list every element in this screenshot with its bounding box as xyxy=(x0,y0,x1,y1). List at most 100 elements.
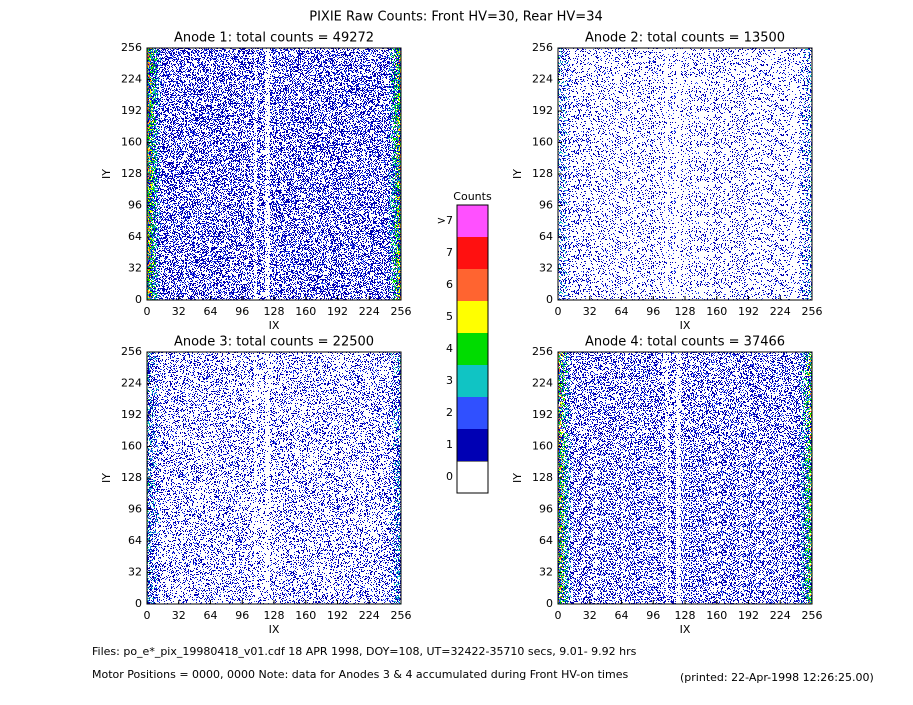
y-tick-label: 32 xyxy=(128,262,142,275)
x-tick-label: 256 xyxy=(802,305,823,318)
y-tick-label: 224 xyxy=(121,73,142,86)
x-tick-label: 160 xyxy=(706,609,727,622)
y-tick-label: 192 xyxy=(532,104,553,117)
colorbar-swatch xyxy=(457,365,488,397)
colorbar-label: >7 xyxy=(437,214,453,227)
x-tick-label: 0 xyxy=(555,305,562,318)
colorbar-swatch xyxy=(456,460,489,494)
x-tick-label: 192 xyxy=(327,609,348,622)
colorbar-swatch xyxy=(457,397,488,429)
y-tick-label: 64 xyxy=(128,534,142,547)
x-tick-label: 64 xyxy=(615,609,629,622)
y-tick-label: 256 xyxy=(532,345,553,358)
count-texture xyxy=(147,352,401,604)
count-texture xyxy=(147,352,401,604)
y-tick-label: 0 xyxy=(135,293,142,306)
y-axis-label: IY xyxy=(100,473,113,483)
y-axis-label: IY xyxy=(511,169,524,179)
x-tick-label: 96 xyxy=(646,609,660,622)
y-tick-label: 256 xyxy=(121,345,142,358)
y-tick-label: 64 xyxy=(539,230,553,243)
y-tick-label: 64 xyxy=(539,534,553,547)
count-texture xyxy=(558,352,812,604)
x-tick-label: 96 xyxy=(235,609,249,622)
y-tick-label: 224 xyxy=(121,377,142,390)
y-tick-label: 256 xyxy=(532,41,553,54)
y-tick-label: 96 xyxy=(539,503,553,516)
y-tick-label: 160 xyxy=(121,136,142,149)
y-tick-label: 64 xyxy=(128,230,142,243)
x-tick-label: 256 xyxy=(391,305,412,318)
y-axis-label: IY xyxy=(511,473,524,483)
y-tick-label: 128 xyxy=(121,167,142,180)
count-texture xyxy=(147,48,401,300)
x-tick-label: 160 xyxy=(295,609,316,622)
y-tick-label: 160 xyxy=(532,440,553,453)
y-axis-label: IY xyxy=(100,169,113,179)
colorbar-label: 5 xyxy=(446,310,453,323)
x-tick-label: 128 xyxy=(675,305,696,318)
y-tick-label: 192 xyxy=(532,408,553,421)
x-tick-label: 192 xyxy=(738,305,759,318)
y-tick-label: 224 xyxy=(532,377,553,390)
x-tick-label: 192 xyxy=(327,305,348,318)
count-texture xyxy=(147,48,401,300)
colorbar-frame xyxy=(456,204,489,494)
x-tick-label: 256 xyxy=(802,609,823,622)
colorbar-swatch xyxy=(457,269,488,301)
colorbar-label: 0 xyxy=(446,470,453,483)
x-tick-label: 32 xyxy=(172,305,186,318)
y-tick-label: 256 xyxy=(121,41,142,54)
x-tick-label: 64 xyxy=(204,609,218,622)
x-tick-label: 64 xyxy=(615,305,629,318)
x-tick-label: 128 xyxy=(264,609,285,622)
x-tick-label: 160 xyxy=(295,305,316,318)
x-tick-label: 224 xyxy=(770,305,791,318)
colorbar-swatch xyxy=(457,237,488,269)
colorbar-swatch xyxy=(457,205,488,237)
footer-printed: (printed: 22-Apr-1998 12:26:25.00) xyxy=(680,671,874,684)
x-tick-label: 96 xyxy=(235,305,249,318)
colorbar-label: 1 xyxy=(446,438,453,451)
y-tick-label: 96 xyxy=(539,199,553,212)
y-tick-label: 0 xyxy=(546,293,553,306)
y-tick-label: 32 xyxy=(128,566,142,579)
x-tick-label: 32 xyxy=(172,609,186,622)
x-tick-label: 0 xyxy=(144,609,151,622)
y-tick-label: 128 xyxy=(121,471,142,484)
y-tick-label: 0 xyxy=(546,597,553,610)
y-tick-label: 224 xyxy=(532,73,553,86)
panel-title: Anode 4: total counts = 37466 xyxy=(585,335,785,350)
x-tick-label: 128 xyxy=(264,305,285,318)
colorbar-swatch xyxy=(457,301,488,333)
colorbar-label: 6 xyxy=(446,278,453,291)
figure-title: PIXIE Raw Counts: Front HV=30, Rear HV=3… xyxy=(309,10,603,25)
y-tick-label: 160 xyxy=(532,136,553,149)
panel-title: Anode 3: total counts = 22500 xyxy=(174,335,374,350)
x-tick-label: 224 xyxy=(359,609,380,622)
y-tick-label: 0 xyxy=(135,597,142,610)
x-tick-label: 224 xyxy=(359,305,380,318)
colorbar-label: 7 xyxy=(446,246,453,259)
x-tick-label: 0 xyxy=(555,609,562,622)
y-tick-label: 32 xyxy=(539,262,553,275)
colorbar-label: 3 xyxy=(446,374,453,387)
count-texture xyxy=(558,352,812,604)
colorbar-label: 2 xyxy=(446,406,453,419)
y-tick-label: 160 xyxy=(121,440,142,453)
colorbar-title: Counts xyxy=(453,190,492,203)
x-tick-label: 64 xyxy=(204,305,218,318)
x-tick-label: 0 xyxy=(144,305,151,318)
x-axis-label: IX xyxy=(680,319,691,332)
y-tick-label: 96 xyxy=(128,199,142,212)
x-tick-label: 192 xyxy=(738,609,759,622)
x-tick-label: 160 xyxy=(706,305,727,318)
x-axis-label: IX xyxy=(269,319,280,332)
panel-title: Anode 2: total counts = 13500 xyxy=(585,31,785,46)
colorbar-swatch xyxy=(457,429,488,461)
x-tick-label: 32 xyxy=(583,305,597,318)
x-tick-label: 224 xyxy=(770,609,791,622)
count-texture xyxy=(558,48,812,300)
footer-files: Files: po_e*_pix_19980418_v01.cdf 18 APR… xyxy=(92,645,637,658)
